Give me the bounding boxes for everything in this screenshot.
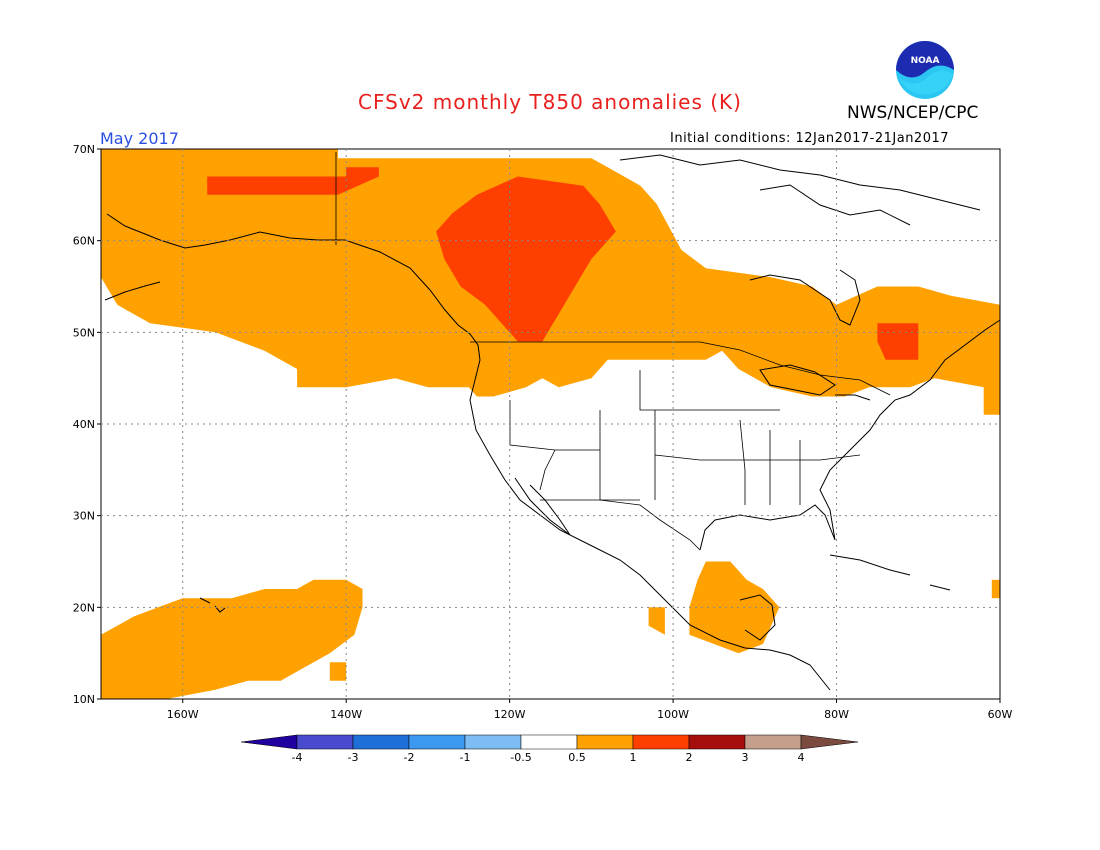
colorbar-label: 1 — [630, 751, 637, 764]
coastline-outlines — [104, 154, 1001, 691]
colorbar-label: -3 — [348, 751, 359, 764]
lat-tick-label: 20N — [73, 601, 95, 614]
anomaly-region-atlantic-edge — [991, 579, 1000, 599]
colorbar-label: 4 — [798, 751, 805, 764]
lon-tick-label: 80W — [824, 708, 849, 721]
colorbar-segment — [744, 734, 802, 750]
lon-tick-label: 60W — [988, 708, 1013, 721]
noaa-logo: NOAA — [896, 41, 954, 99]
lat-tick-label: 70N — [73, 143, 95, 156]
chart-title: CFSv2 monthly T850 anomalies (K) — [358, 90, 742, 114]
lon-tick-label: 120W — [494, 708, 526, 721]
lon-tick-label: 140W — [330, 708, 362, 721]
lat-tick-label: 40N — [73, 418, 95, 431]
lon-tick-label: 160W — [167, 708, 199, 721]
anomaly-region-west-canada-core — [436, 176, 616, 342]
lat-tick-label: 10N — [73, 693, 95, 706]
colorbar-label: 0.5 — [568, 751, 586, 764]
lat-tick-label: 60N — [73, 235, 95, 248]
anomaly-region-hawaii-pacific-isolated — [329, 662, 347, 681]
lat-tick-label: 50N — [73, 326, 95, 339]
colorbar-arrow-high — [800, 734, 859, 750]
anomaly-region-mexico-west-spot — [648, 607, 665, 635]
month-label: May 2017 — [100, 129, 179, 148]
anomaly-region-mexico-central-america — [689, 561, 780, 654]
graticule — [101, 149, 1000, 699]
colorbar-segment — [464, 734, 522, 750]
initial-conditions-label: Initial conditions: 12Jan2017-21Jan2017 — [670, 131, 950, 146]
colorbar-label: -0.5 — [510, 751, 531, 764]
colorbar-segment — [296, 734, 354, 750]
noaa-logo-text: NOAA — [911, 56, 940, 66]
anomaly-region-hawaii-pacific — [101, 579, 363, 699]
lat-tick-label: 30N — [73, 510, 95, 523]
axis-ticks: 70N 60N 50N 40N 30N 20N 10N 160W 140W 120W 100W 80W… — [73, 143, 1013, 721]
colorbar-label: -1 — [460, 751, 471, 764]
lon-tick-label: 100W — [657, 708, 689, 721]
colorbar-segment — [352, 734, 410, 750]
colorbar-segment — [520, 734, 578, 750]
colorbar-segment — [688, 734, 746, 750]
colorbar-segment — [632, 734, 690, 750]
colorbar-arrow-low — [240, 734, 298, 750]
colorbar-label: 3 — [742, 751, 749, 764]
colorbar-segment — [576, 734, 634, 750]
anomaly-regions — [101, 149, 1000, 699]
colorbar-label: 2 — [686, 751, 693, 764]
organization-label: NWS/NCEP/CPC — [847, 103, 979, 123]
colorbar-segment — [408, 734, 466, 750]
colorbar-label: -2 — [404, 751, 415, 764]
colorbar-label: -4 — [292, 751, 303, 764]
